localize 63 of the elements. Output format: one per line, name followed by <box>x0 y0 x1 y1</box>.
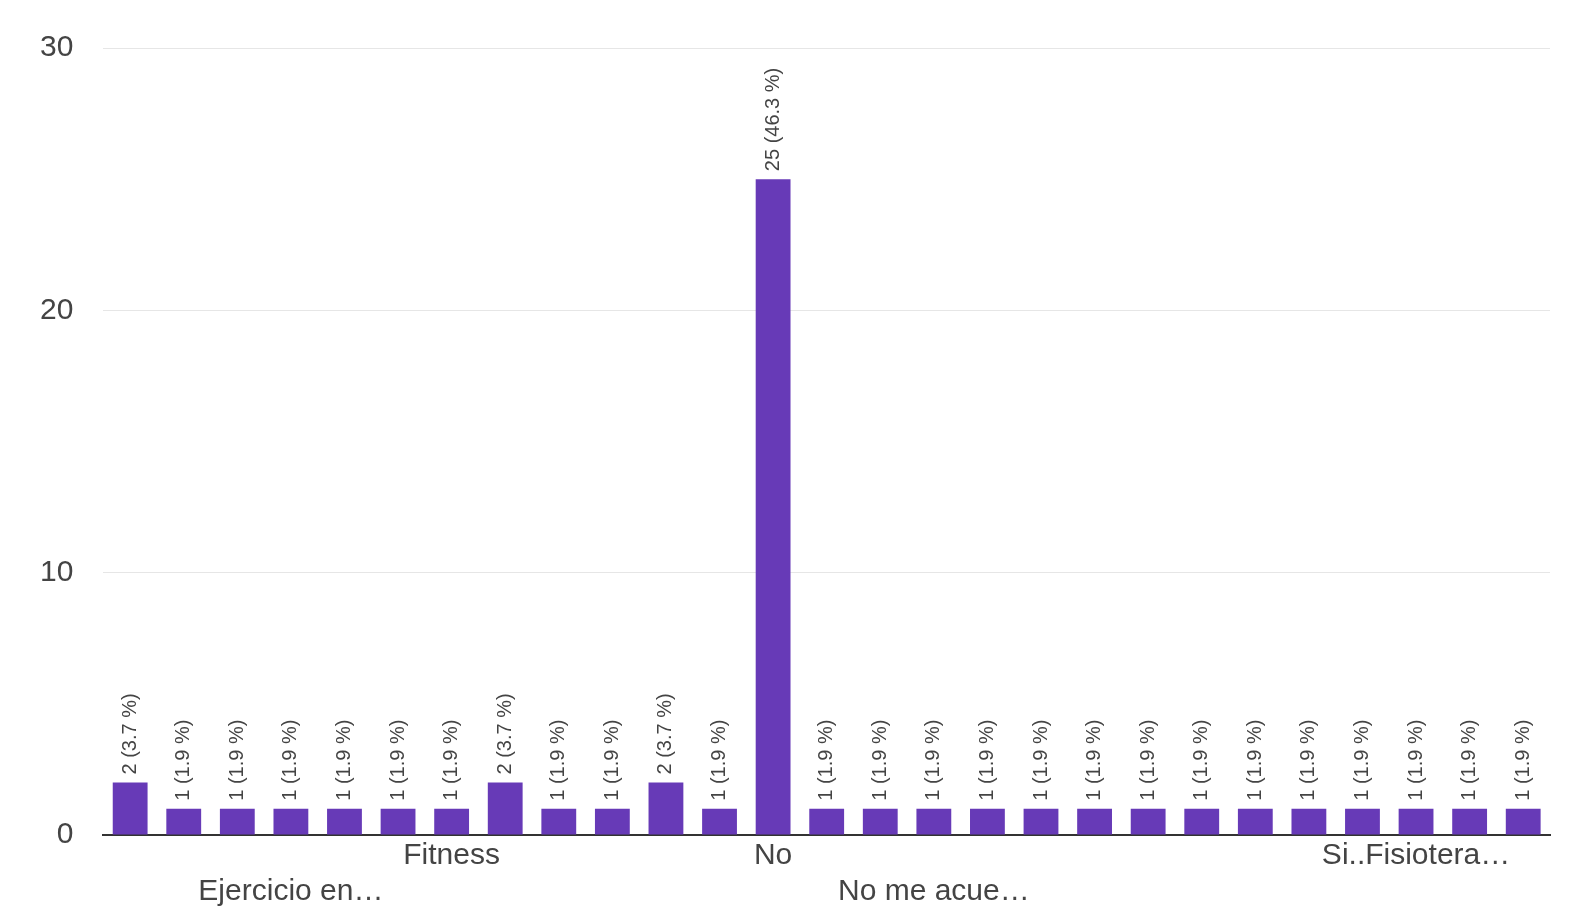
bar <box>1452 808 1488 835</box>
data-label: 1 (1.9 %) <box>921 719 944 801</box>
data-label: 1 (1.9 %) <box>1242 719 1265 801</box>
data-label: 1 (1.9 %) <box>1457 719 1480 801</box>
bar <box>112 782 148 835</box>
data-label: 1 (1.9 %) <box>331 719 354 801</box>
data-label: 1 (1.9 %) <box>1403 719 1426 801</box>
data-label: 1 (1.9 %) <box>1510 719 1533 801</box>
x-tick-label: Fitness <box>403 837 500 871</box>
bar <box>970 808 1005 835</box>
y-tick-label: 30 <box>39 29 74 63</box>
data-label: 1 (1.9 %) <box>867 719 890 801</box>
data-label: 2 (3.7 %) <box>117 693 140 775</box>
bar <box>219 808 255 835</box>
bar <box>273 808 309 835</box>
x-tick-label: Si..Fisiotera… <box>1321 837 1511 871</box>
y-tick-label: 20 <box>39 291 74 325</box>
bar <box>1077 808 1112 835</box>
bar <box>648 782 684 835</box>
data-label: 2 (3.7 %) <box>492 693 515 775</box>
data-label: 1 (1.9 %) <box>974 719 997 801</box>
x-tick-label: No <box>753 837 793 871</box>
data-label: 1 (1.9 %) <box>1296 719 1319 801</box>
data-label: 1 (1.9 %) <box>1028 719 1051 801</box>
data-label: 1 (1.9 %) <box>224 719 247 801</box>
bar <box>594 808 630 835</box>
x-tick-label: Ejercicio en… <box>198 873 384 907</box>
bar <box>809 808 845 835</box>
data-label: 1 (1.9 %) <box>171 719 194 801</box>
data-label: 1 (1.9 %) <box>439 719 462 801</box>
bar <box>434 808 470 835</box>
bar <box>1237 808 1273 835</box>
bar <box>1184 808 1220 835</box>
bar <box>487 782 523 835</box>
bar <box>1345 808 1380 835</box>
y-tick-label: 10 <box>39 553 74 587</box>
data-label: 1 (1.9 %) <box>707 719 730 801</box>
bar <box>166 808 202 835</box>
bar <box>862 808 898 835</box>
bar <box>1398 808 1434 835</box>
data-label: 1 (1.9 %) <box>1349 719 1372 801</box>
bar <box>327 808 362 835</box>
data-label: 1 (1.9 %) <box>546 719 569 801</box>
x-tick-label: No me acue… <box>837 873 1030 907</box>
bar <box>380 808 416 835</box>
bar <box>755 179 791 835</box>
bar <box>1505 808 1541 835</box>
data-label: 1 (1.9 %) <box>599 719 622 801</box>
data-label: 1 (1.9 %) <box>278 719 301 801</box>
data-label: 25 (46.3 %) <box>760 67 783 172</box>
bar <box>1130 808 1166 835</box>
bar <box>1023 808 1059 835</box>
bar <box>541 808 577 835</box>
bar <box>702 808 737 835</box>
data-label: 1 (1.9 %) <box>385 719 408 801</box>
data-label: 2 (3.7 %) <box>653 693 676 775</box>
bar <box>1291 808 1327 835</box>
data-label: 1 (1.9 %) <box>1082 719 1105 801</box>
data-label: 1 (1.9 %) <box>1135 719 1158 801</box>
data-label: 1 (1.9 %) <box>1189 719 1212 801</box>
y-tick-label: 0 <box>56 816 74 850</box>
bar <box>916 808 952 835</box>
data-label: 1 (1.9 %) <box>814 719 837 801</box>
